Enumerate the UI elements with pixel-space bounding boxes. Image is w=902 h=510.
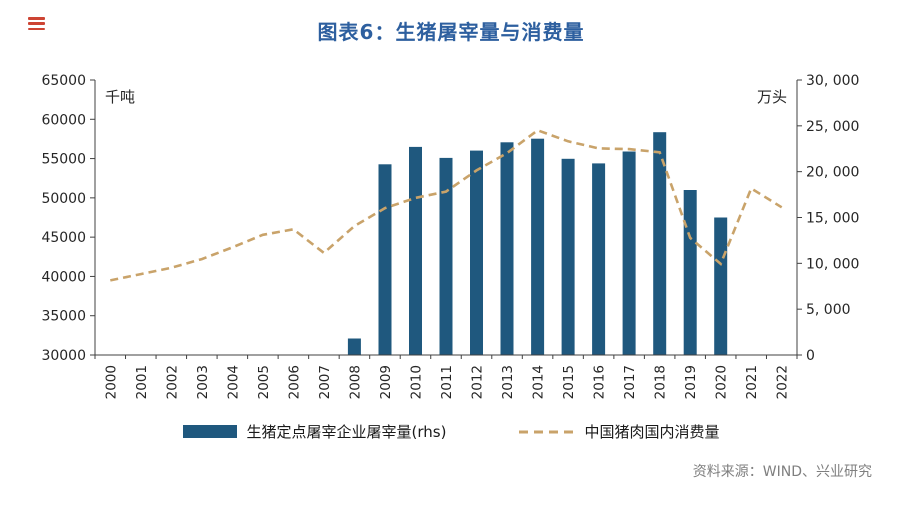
legend-label-slaughter: 生猪定点屠宰企业屠宰量(rhs)	[246, 423, 447, 441]
x-tick-label-2002: 2002	[164, 365, 180, 399]
list-icon-bar	[28, 17, 45, 20]
left-axis-unit: 千吨	[105, 88, 135, 106]
x-tick-label-2009: 2009	[378, 365, 394, 399]
legend-item-consumption: 中国猪肉国内消费量	[518, 421, 719, 442]
bar-2013	[500, 142, 514, 355]
right-tick-label: 25, 000	[806, 119, 859, 135]
list-icon-bar	[28, 27, 45, 30]
right-tick-label: 10, 000	[806, 256, 859, 272]
chart-title: 图表6：生猪屠宰量与消费量	[317, 20, 585, 44]
x-tick-label-2022: 2022	[775, 365, 791, 399]
x-tick-label-2011: 2011	[439, 365, 455, 399]
bar-2019	[683, 190, 697, 355]
left-tick-label: 40000	[41, 269, 86, 285]
x-tick-label-2008: 2008	[347, 365, 363, 399]
left-tick-label: 60000	[41, 112, 86, 128]
x-tick-label-2007: 2007	[317, 365, 333, 399]
bar-2008	[347, 338, 361, 355]
right-tick-label: 5, 000	[806, 302, 851, 318]
right-tick-label: 30, 000	[806, 73, 859, 89]
bar-2020	[714, 217, 728, 355]
x-tick-label-2000: 2000	[103, 365, 119, 399]
legend-dash-swatch	[519, 430, 574, 433]
x-tick-label-2010: 2010	[408, 365, 424, 399]
x-tick-label-2004: 2004	[225, 365, 241, 399]
x-tick-label-2020: 2020	[714, 365, 730, 399]
bar-2014	[531, 138, 545, 355]
x-tick-label-2021: 2021	[744, 365, 760, 399]
bar-2018	[653, 132, 667, 355]
x-tick-label-2015: 2015	[561, 365, 577, 399]
x-tick-label-2005: 2005	[256, 365, 272, 399]
x-tick-label-2018: 2018	[653, 365, 669, 399]
legend-item-slaughter: 生猪定点屠宰企业屠宰量(rhs)	[182, 421, 447, 442]
legend-bar-swatch	[182, 425, 237, 438]
bar-2015	[561, 158, 575, 355]
right-axis-unit: 万头	[757, 88, 787, 106]
list-icon	[28, 17, 45, 30]
x-tick-label-2019: 2019	[683, 365, 699, 399]
chart-svg: 65000 60000 55000 50000 45000 40000 35000 30000…	[41, 73, 859, 399]
left-tick-label: 35000	[41, 309, 86, 325]
list-icon-bar	[28, 22, 45, 25]
x-tick-label-2001: 2001	[134, 365, 150, 399]
consumption-line	[110, 128, 783, 282]
bar-2017	[622, 151, 636, 355]
legend: 生猪定点屠宰企业屠宰量(rhs) 中国猪肉国内消费量	[0, 421, 902, 442]
x-tick-label-2017: 2017	[622, 365, 638, 399]
left-tick-label: 55000	[41, 152, 86, 168]
bar-2010	[409, 146, 422, 355]
right-tick-label: 20, 000	[806, 165, 859, 181]
x-tick-label-2014: 2014	[531, 365, 547, 399]
x-tick-label-2003: 2003	[195, 365, 211, 399]
x-tick-label-2006: 2006	[286, 365, 302, 399]
left-tick-label: 45000	[41, 230, 86, 246]
bar-2011	[439, 157, 453, 355]
left-tick-label: 65000	[41, 73, 86, 89]
right-tick-label: 0	[806, 348, 815, 364]
x-tick-label-2012: 2012	[470, 365, 486, 399]
bar-2009	[378, 164, 392, 355]
right-tick-label: 15, 000	[806, 211, 859, 227]
source-note: 资料来源：WIND、兴业研究	[692, 464, 872, 480]
left-tick-label: 30000	[41, 348, 86, 364]
left-tick-label: 50000	[41, 191, 86, 207]
bar-2012	[470, 150, 483, 355]
legend-label-consumption: 中国猪肉国内消费量	[584, 423, 720, 441]
bar-2016	[592, 163, 606, 355]
x-tick-label-2016: 2016	[592, 365, 608, 399]
x-tick-label-2013: 2013	[500, 365, 516, 399]
